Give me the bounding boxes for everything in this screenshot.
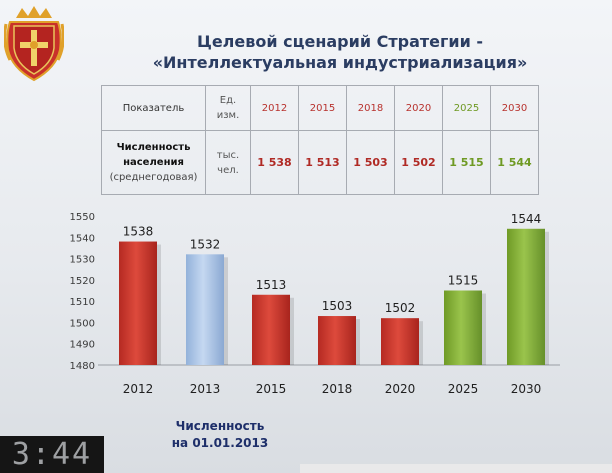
data-label: 1544 <box>511 212 542 226</box>
table-value: 1 502 <box>394 130 443 195</box>
x-tick-label: 2015 <box>256 382 287 396</box>
y-tick-label: 1520 <box>70 276 95 287</box>
note-line-1: Численность <box>175 419 265 433</box>
bar <box>252 294 290 365</box>
table-value: 1 515 <box>442 130 491 195</box>
bottom-strip <box>300 464 612 473</box>
y-axis: 1480 1490 1500 1510 1520 1530 1540 1550 <box>70 212 95 372</box>
data-labels: 1538 1532 1513 1503 1502 1515 1544 <box>123 212 542 315</box>
title-line-2: «Интеллектуальная индустриализация» <box>152 53 528 72</box>
header-indicator: Показатель <box>101 85 206 131</box>
header-year: 2015 <box>298 85 347 131</box>
y-tick-label: 1500 <box>70 318 95 329</box>
x-tick-label: 2030 <box>511 382 542 396</box>
timer-value: 3:44 <box>11 437 93 472</box>
metric-line-2: населения <box>123 157 184 168</box>
x-tick-label: 2013 <box>190 382 221 396</box>
table-header-row: Показатель Ед. изм. 2012 2015 2018 2020 … <box>101 85 539 131</box>
x-tick-label: 2025 <box>448 382 479 396</box>
header-unit: Ед. изм. <box>205 85 251 131</box>
table-value: 1 544 <box>490 130 539 195</box>
data-label: 1515 <box>448 274 479 288</box>
x-axis: 2012 2013 2015 2018 2020 2025 2030 <box>123 382 542 396</box>
data-table: Показатель Ед. изм. 2012 2015 2018 2020 … <box>101 85 539 195</box>
metric-line-1: Численность <box>116 142 191 153</box>
data-label: 1503 <box>322 299 353 313</box>
bar <box>444 290 482 365</box>
table-value: 1 538 <box>250 130 299 195</box>
metric-name: Численность населения (среднегодовая) <box>101 130 206 195</box>
bar <box>318 316 356 365</box>
y-tick-label: 1540 <box>70 233 95 244</box>
bars <box>119 228 549 365</box>
data-label: 1538 <box>123 225 154 239</box>
coat-of-arms-icon <box>4 6 64 82</box>
y-tick-label: 1550 <box>70 212 95 223</box>
header-year: 2020 <box>394 85 443 131</box>
x-tick-label: 2020 <box>385 382 416 396</box>
header-year: 2030 <box>490 85 539 131</box>
timer-display: 3:44 <box>0 436 104 473</box>
metric-line-3: (среднегодовая) <box>109 172 198 183</box>
header-year: 2012 <box>250 85 299 131</box>
metric-unit: тыс. чел. <box>205 130 251 195</box>
note-line-2: на 01.01.2013 <box>171 436 269 450</box>
bar <box>381 318 419 365</box>
table-value: 1 513 <box>298 130 347 195</box>
y-tick-label: 1510 <box>70 297 95 308</box>
bar <box>119 241 157 365</box>
x-tick-label: 2018 <box>322 382 353 396</box>
slide-title: Целевой сценарий Стратегии - «Интеллекту… <box>90 31 590 73</box>
table-value: 1 503 <box>346 130 395 195</box>
header-year: 2025 <box>442 85 491 131</box>
data-label: 1532 <box>190 237 221 251</box>
title-line-1: Целевой сценарий Стратегии - <box>196 32 484 51</box>
note: Численность на 01.01.2013 <box>150 418 290 452</box>
y-tick-label: 1530 <box>70 255 95 266</box>
table-row: Численность населения (среднегодовая) ты… <box>101 130 539 195</box>
header-year: 2018 <box>346 85 395 131</box>
bar <box>186 254 224 365</box>
data-label: 1513 <box>256 278 287 292</box>
y-tick-label: 1480 <box>70 361 95 372</box>
x-tick-label: 2012 <box>123 382 154 396</box>
data-label: 1502 <box>385 301 416 315</box>
y-tick-label: 1490 <box>70 340 95 351</box>
bar <box>507 228 545 365</box>
